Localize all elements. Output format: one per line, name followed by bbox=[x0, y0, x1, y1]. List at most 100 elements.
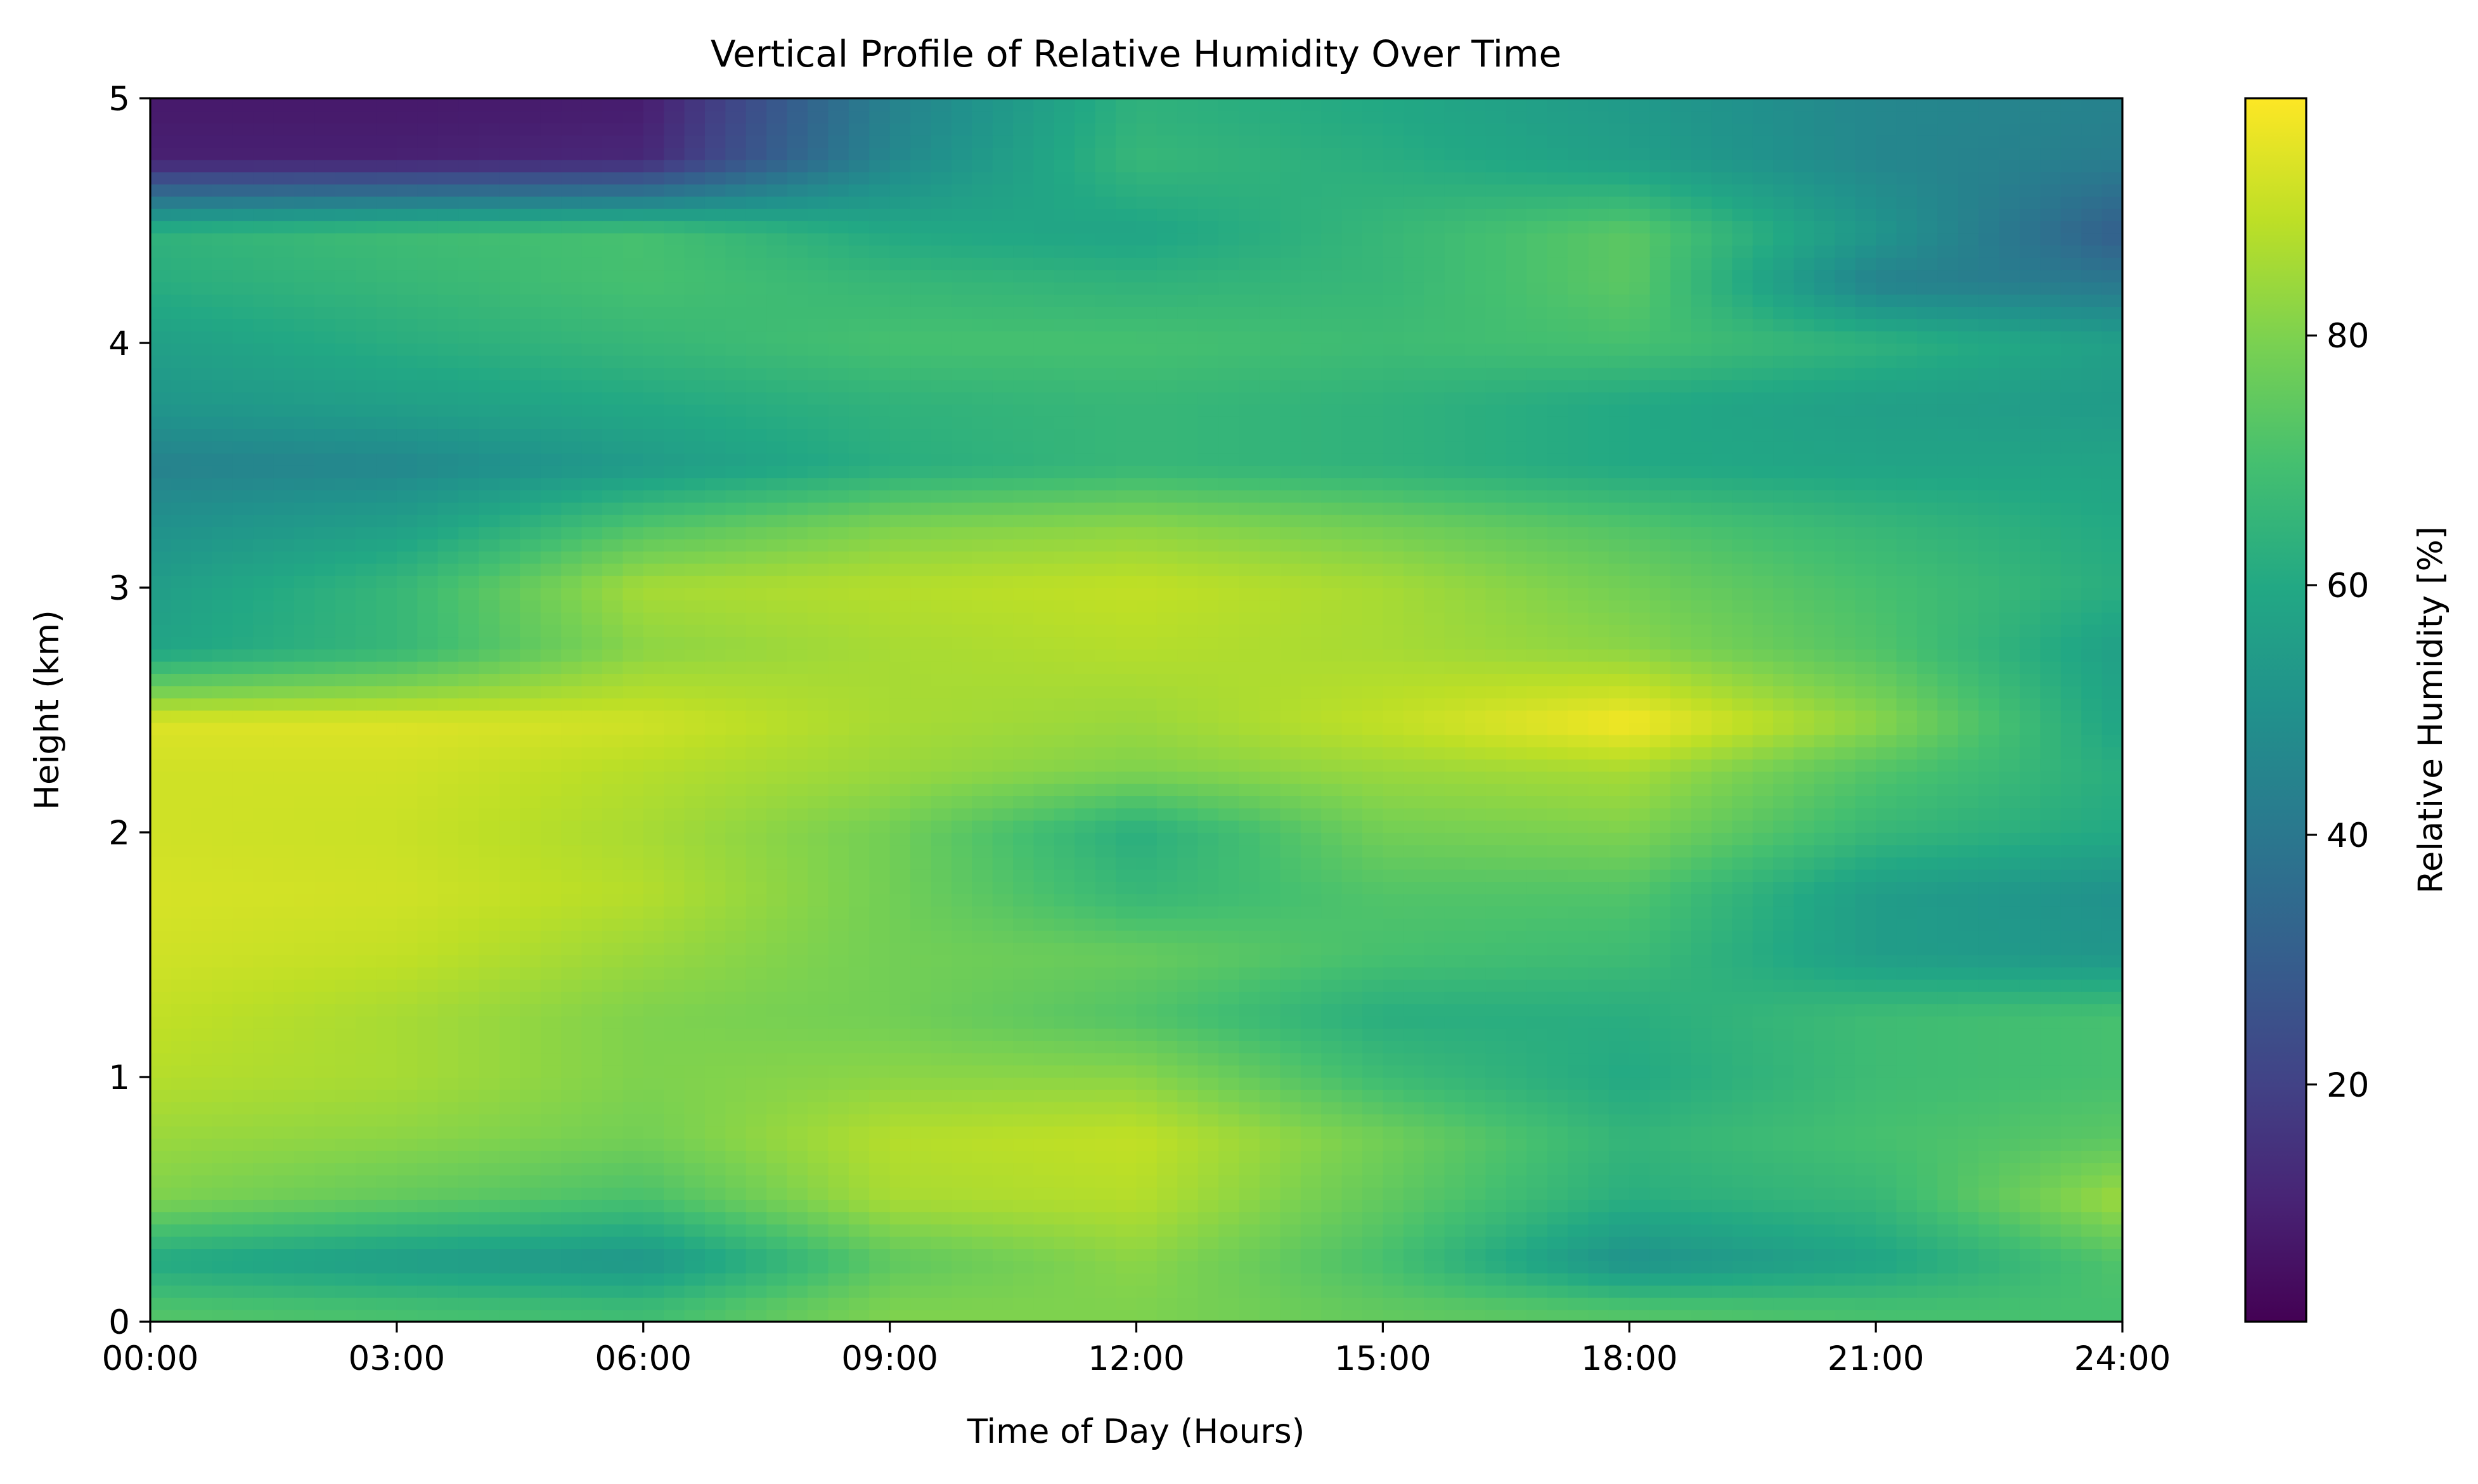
heatmap-cell bbox=[171, 1163, 192, 1176]
heatmap-cell bbox=[1259, 771, 1281, 784]
heatmap-cell bbox=[1588, 796, 1610, 809]
heatmap-cell bbox=[1793, 710, 1815, 723]
heatmap-cell bbox=[1526, 746, 1548, 760]
heatmap-cell bbox=[889, 1016, 911, 1029]
heatmap-cell bbox=[910, 1236, 932, 1249]
heatmap-cell bbox=[602, 1016, 624, 1029]
heatmap-cell bbox=[191, 746, 213, 760]
heatmap-cell bbox=[1259, 1101, 1281, 1114]
heatmap-cell bbox=[376, 1089, 397, 1102]
heatmap-cell bbox=[1773, 1309, 1795, 1322]
heatmap-cell bbox=[910, 1113, 932, 1127]
heatmap-cell bbox=[602, 710, 624, 723]
heatmap-cell bbox=[623, 1138, 644, 1151]
heatmap-cell bbox=[2081, 955, 2103, 968]
heatmap-cell bbox=[1670, 991, 1692, 1005]
heatmap-cell bbox=[1300, 1077, 1322, 1090]
heatmap-cell bbox=[1649, 905, 1671, 919]
heatmap-cell bbox=[212, 759, 233, 772]
heatmap-cell bbox=[2101, 1077, 2122, 1090]
heatmap-cell bbox=[1177, 697, 1199, 711]
heatmap-cell bbox=[1280, 1248, 1301, 1261]
heatmap-cell bbox=[848, 771, 870, 784]
heatmap-cell bbox=[745, 808, 768, 821]
heatmap-cell bbox=[1691, 1248, 1712, 1261]
heatmap-cell bbox=[1116, 1113, 1137, 1127]
heatmap-cell bbox=[1793, 1285, 1815, 1298]
heatmap-cell bbox=[294, 1285, 316, 1298]
heatmap-cell bbox=[1156, 1052, 1178, 1066]
heatmap-cell bbox=[1916, 1223, 1939, 1237]
heatmap-cell bbox=[2101, 1126, 2122, 1139]
heatmap-cell bbox=[766, 685, 788, 699]
heatmap-cell bbox=[1937, 955, 1959, 968]
heatmap-cell bbox=[335, 759, 356, 772]
heatmap-cell bbox=[458, 685, 480, 699]
heatmap-cell bbox=[1074, 1150, 1096, 1163]
heatmap-cell bbox=[1916, 1199, 1939, 1213]
heatmap-cell bbox=[150, 1040, 172, 1054]
heatmap-cell bbox=[1978, 796, 2000, 809]
heatmap-cell bbox=[1218, 893, 1240, 907]
heatmap-cell bbox=[1732, 991, 1753, 1005]
heatmap-cell bbox=[1958, 1028, 1980, 1041]
heatmap-cell bbox=[356, 1248, 377, 1261]
heatmap-cell bbox=[664, 820, 685, 833]
heatmap-cell bbox=[787, 722, 808, 735]
heatmap-cell bbox=[1177, 746, 1199, 760]
heatmap-cell bbox=[1136, 844, 1158, 858]
heatmap-cell bbox=[1341, 1260, 1363, 1274]
heatmap-cell bbox=[2019, 955, 2041, 968]
heatmap-cell bbox=[1732, 1187, 1753, 1200]
heatmap-cell bbox=[1732, 893, 1753, 907]
heatmap-cell bbox=[1239, 722, 1260, 735]
heatmap-cell bbox=[602, 918, 624, 931]
heatmap-cell bbox=[787, 685, 808, 699]
heatmap-cell bbox=[1773, 1126, 1795, 1139]
heatmap-cell bbox=[376, 955, 397, 968]
heatmap-cell bbox=[417, 1016, 439, 1029]
heatmap-cell bbox=[1937, 1101, 1959, 1114]
heatmap-cell bbox=[273, 759, 295, 772]
heatmap-cell bbox=[1341, 918, 1363, 931]
heatmap-cell bbox=[623, 1040, 644, 1054]
heatmap-cell bbox=[1403, 796, 1425, 809]
heatmap-cell bbox=[1444, 1077, 1466, 1090]
heatmap-cell bbox=[171, 796, 192, 809]
heatmap-cell bbox=[1116, 1211, 1137, 1225]
heatmap-cell bbox=[1896, 881, 1918, 894]
heatmap-cell bbox=[664, 979, 685, 992]
heatmap-cell bbox=[664, 808, 685, 821]
heatmap-cell bbox=[561, 832, 583, 846]
heatmap-cell bbox=[191, 759, 213, 772]
heatmap-cell bbox=[232, 1285, 254, 1298]
heatmap-cell bbox=[787, 1077, 808, 1090]
heatmap-cell bbox=[1136, 759, 1158, 772]
heatmap-cell bbox=[745, 697, 768, 711]
heatmap-cell bbox=[1814, 1211, 1836, 1225]
heatmap-cell bbox=[437, 1163, 459, 1176]
heatmap-cell bbox=[1424, 746, 1445, 760]
heatmap-cell bbox=[1649, 1126, 1671, 1139]
heatmap-cell bbox=[458, 955, 480, 968]
heatmap-cell bbox=[1732, 930, 1753, 943]
heatmap-cell bbox=[1424, 942, 1445, 955]
heatmap-cell bbox=[972, 868, 993, 882]
heatmap-cell bbox=[1218, 1211, 1240, 1225]
heatmap-cell bbox=[1978, 1126, 2000, 1139]
heatmap-cell bbox=[704, 1223, 726, 1237]
heatmap-cell bbox=[643, 1089, 665, 1102]
heatmap-cell bbox=[150, 1187, 172, 1200]
heatmap-cell bbox=[1136, 1285, 1158, 1298]
heatmap-cell bbox=[1383, 783, 1404, 796]
heatmap-cell bbox=[1033, 979, 1055, 992]
heatmap-cell bbox=[1383, 930, 1404, 943]
heatmap-cell bbox=[1732, 1052, 1753, 1066]
heatmap-cell bbox=[1485, 783, 1507, 796]
heatmap-cell bbox=[1095, 1101, 1116, 1114]
heatmap-cell bbox=[2101, 930, 2122, 943]
heatmap-cell bbox=[171, 1260, 192, 1274]
heatmap-cell bbox=[1321, 1052, 1343, 1066]
heatmap-cell bbox=[1547, 808, 1568, 821]
heatmap-cell bbox=[766, 1272, 788, 1286]
